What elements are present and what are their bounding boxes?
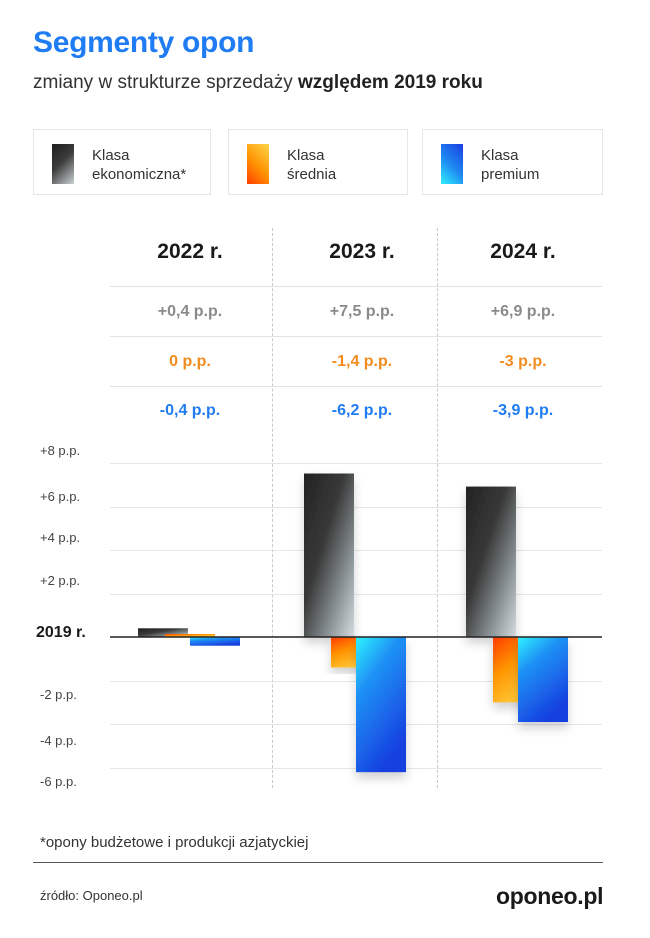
value-premium-2022: -0,4 p.p. [159, 402, 221, 419]
gridline [110, 463, 602, 464]
value-economic-2022: +0,4 p.p. [157, 303, 223, 320]
y-tick-label: +6 p.p. [40, 489, 81, 504]
year-header-2023: 2023 r. [329, 240, 395, 263]
value-economic-2023: +7,5 p.p. [329, 303, 395, 320]
bar-economic-2 [466, 486, 516, 637]
bar-premium-1 [356, 637, 406, 773]
y-tick-label: -4 p.p. [40, 733, 77, 748]
legend-label-economic-line1: Klasa [92, 147, 130, 164]
subtitle-bold: względem 2019 roku [298, 72, 483, 93]
baseline-label: 2019 r. [36, 624, 86, 641]
gridline [110, 550, 602, 551]
y-tick-label: -6 p.p. [40, 774, 77, 789]
table-divider [110, 336, 602, 337]
bar-medium-0 [165, 634, 215, 637]
value-medium-2023: -1,4 p.p. [331, 353, 393, 370]
column-separator [272, 228, 273, 788]
legend-item-premium: Klasa premium [422, 129, 603, 195]
value-premium-2024: -3,9 p.p. [492, 402, 554, 419]
y-tick-label: -2 p.p. [40, 687, 77, 702]
gridline [110, 507, 602, 508]
bar-economic-0 [138, 628, 188, 637]
value-medium-2022: 0 p.p. [169, 353, 211, 370]
year-header-2024: 2024 r. [490, 240, 556, 263]
legend-label-premium-line1: Klasa [481, 147, 519, 164]
y-tick-label: +4 p.p. [40, 530, 81, 545]
page-title: Segmenty opon [33, 26, 255, 59]
footer-divider [33, 862, 603, 863]
bar-premium-0 [190, 637, 240, 646]
table-divider [110, 386, 602, 387]
source-text: źródło: Oponeo.pl [40, 888, 143, 903]
subtitle: zmiany w strukturze sprzedaży względem 2… [33, 72, 483, 94]
gridline [110, 594, 602, 595]
legend-item-economic: Klasa ekonomiczna* [33, 129, 211, 195]
subtitle-normal: zmiany w strukturze sprzedaży [33, 72, 299, 93]
legend-label-premium-line2: premium [481, 166, 540, 183]
legend-label-medium-line1: Klasa [287, 147, 325, 164]
column-separator [437, 228, 438, 788]
legend-item-medium: Klasa średnia [228, 129, 408, 195]
legend-swatch-medium [247, 144, 269, 184]
table-divider [110, 286, 602, 287]
legend-label-premium: Klasa premium [481, 146, 601, 184]
legend-label-economic: Klasa ekonomiczna* [92, 146, 212, 184]
y-tick-label: +2 p.p. [40, 573, 81, 588]
value-premium-2023: -6,2 p.p. [331, 402, 393, 419]
legend-label-medium: Klasa średnia [287, 146, 407, 184]
year-header-2022: 2022 r. [157, 240, 223, 263]
brand-logo: oponeo.pl [496, 883, 604, 909]
y-tick-label: +8 p.p. [40, 443, 81, 458]
legend-swatch-premium [441, 144, 463, 184]
value-economic-2024: +6,9 p.p. [490, 303, 556, 320]
bar-premium-2 [518, 637, 568, 723]
value-medium-2024: -3 p.p. [499, 353, 547, 370]
bar-economic-1 [304, 473, 354, 637]
legend-label-economic-line2: ekonomiczna* [92, 166, 187, 183]
footnote: *opony budżetowe i produkcji azjatyckiej [40, 834, 309, 851]
legend-swatch-economic [52, 144, 74, 184]
legend-label-medium-line2: średnia [287, 166, 337, 183]
